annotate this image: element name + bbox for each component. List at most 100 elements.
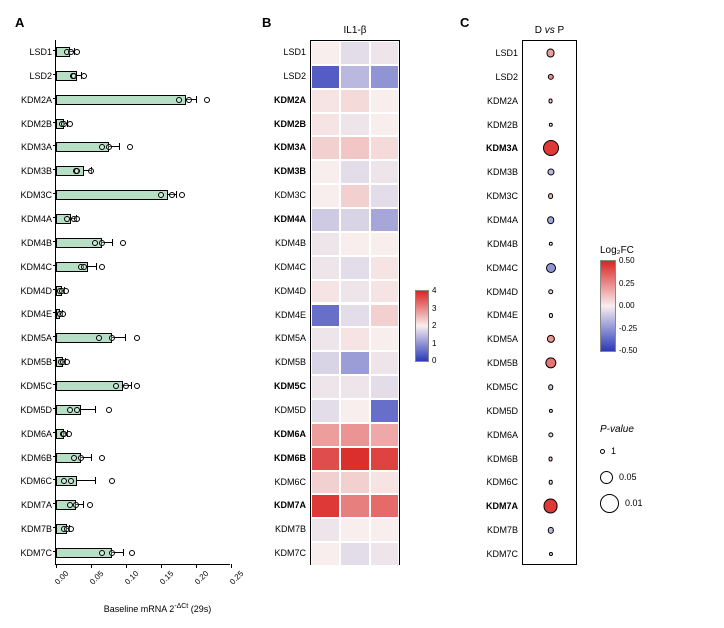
heatmap-row-label: KDM5B bbox=[275, 351, 306, 375]
bar-label: KDM4C bbox=[20, 261, 52, 273]
dotplot-dot bbox=[548, 98, 553, 103]
dotplot-row-label: KDM4A bbox=[487, 214, 518, 226]
bar-label: KDM7A bbox=[21, 499, 52, 511]
heatmap-row-label: KDM4E bbox=[275, 304, 306, 328]
bar-label: KDM5A bbox=[21, 332, 52, 344]
dotplot-dot bbox=[548, 193, 554, 199]
bar-label: KDM3C bbox=[20, 189, 52, 201]
heatmap-row-label: KDM2B bbox=[274, 113, 306, 137]
panel-b-label: B bbox=[262, 15, 271, 30]
pvalue-legend-label: 0.01 bbox=[625, 498, 643, 508]
heatmap-row-label: KDM6A bbox=[274, 423, 306, 447]
dotplot-dot bbox=[547, 169, 554, 176]
dotplot-dot bbox=[548, 480, 553, 485]
dotplot-row-label: KDM5A bbox=[487, 333, 518, 345]
x-tick-label: 0.20 bbox=[193, 569, 210, 586]
dotplot-row-label: KDM4B bbox=[487, 238, 518, 250]
colorbar-tick-label: 2 bbox=[432, 321, 436, 330]
dotplot-dot bbox=[548, 384, 554, 390]
heatmap-row-label: KDM5C bbox=[274, 375, 306, 399]
bar-label: LSD1 bbox=[29, 46, 52, 58]
fc-legend-tick-label: 0.25 bbox=[619, 279, 635, 288]
heatmap-row bbox=[311, 471, 399, 495]
fc-legend-tick-label: -0.25 bbox=[619, 324, 637, 333]
heatmap-row-label: KDM5A bbox=[275, 327, 306, 351]
heatmap-row-label: KDM7B bbox=[275, 518, 306, 542]
heatmap-row bbox=[311, 65, 399, 89]
bar-label: KDM2B bbox=[21, 118, 52, 130]
bar-label: KDM5D bbox=[20, 404, 52, 416]
dotplot-row-label: KDM2A bbox=[487, 95, 518, 107]
dotplot-row-label: KDM2B bbox=[487, 119, 518, 131]
heatmap-row bbox=[311, 447, 399, 471]
dotplot-dot bbox=[547, 527, 553, 533]
heatmap-row bbox=[311, 232, 399, 256]
bar-label: KDM2A bbox=[21, 94, 52, 106]
dotplot-row-label: LSD2 bbox=[495, 71, 518, 83]
heatmap-row bbox=[311, 494, 399, 518]
heatmap-row bbox=[311, 327, 399, 351]
heatmap-row-label: KDM7C bbox=[274, 542, 306, 566]
dotplot-dot bbox=[543, 499, 558, 514]
heatmap-row bbox=[311, 351, 399, 375]
heatmap-row bbox=[311, 41, 399, 65]
heatmap-row-label: KDM4B bbox=[275, 232, 306, 256]
panel-c-fc-legend: Log₂FC 0.500.250.00-0.25-0.50 bbox=[600, 245, 634, 352]
dotplot-row-label: KDM5D bbox=[486, 405, 518, 417]
panel-a-label: A bbox=[15, 15, 24, 30]
dotplot-row-label: KDM6B bbox=[487, 453, 518, 465]
dotplot-dot bbox=[546, 335, 554, 343]
x-tick-label: 0.00 bbox=[53, 569, 70, 586]
panel-a-x-title: Baseline mRNA 2-ΔCt (29s) bbox=[75, 603, 240, 614]
heatmap-row-label: KDM6B bbox=[274, 447, 306, 471]
dotplot-row-label: KDM5C bbox=[486, 381, 518, 393]
fc-legend-title: Log₂FC bbox=[600, 245, 634, 256]
heatmap-row-label: KDM3B bbox=[274, 160, 306, 184]
heatmap-row bbox=[311, 113, 399, 137]
heatmap-row bbox=[311, 304, 399, 328]
bar-label: KDM7C bbox=[20, 547, 52, 559]
panel-c-label: C bbox=[460, 15, 469, 30]
heatmap-row-label: KDM3C bbox=[274, 184, 306, 208]
pvalue-legend-title: P-value bbox=[600, 424, 643, 435]
bar-label: KDM5C bbox=[20, 380, 52, 392]
heatmap-row bbox=[311, 256, 399, 280]
heatmap-row-label: KDM4D bbox=[274, 280, 306, 304]
heatmap-row-label: KDM6C bbox=[274, 471, 306, 495]
bar-label: KDM5B bbox=[21, 356, 52, 368]
heatmap-row bbox=[311, 184, 399, 208]
dotplot-row-label: KDM5B bbox=[487, 357, 518, 369]
dotplot-row-label: KDM6A bbox=[487, 429, 518, 441]
heatmap-row bbox=[311, 375, 399, 399]
heatmap-row bbox=[311, 280, 399, 304]
pvalue-legend-label: 1 bbox=[611, 446, 616, 456]
heatmap-row bbox=[311, 518, 399, 542]
heatmap-row-label: KDM5D bbox=[274, 399, 306, 423]
panel-c-pvalue-legend: P-value 10.050.01 bbox=[600, 424, 643, 513]
x-tick-label: 0.15 bbox=[158, 569, 175, 586]
panel-b-heatmap: IL1-β LSD1LSD2KDM2AKDM2BKDM3AKDM3BKDM3CK… bbox=[310, 40, 400, 565]
panel-c-dotplot: D vs P LSD1LSD2KDM2AKDM2BKDM3AKDM3BKDM3C… bbox=[522, 40, 577, 565]
dotplot-dot bbox=[548, 242, 552, 246]
heatmap-row-label: KDM2A bbox=[274, 89, 306, 113]
fc-legend-tick-label: -0.50 bbox=[619, 346, 637, 355]
heatmap-row bbox=[311, 208, 399, 232]
x-tick-label: 0.25 bbox=[228, 569, 245, 586]
heatmap-row-label: KDM3A bbox=[274, 136, 306, 160]
bar-label: KDM3A bbox=[21, 141, 52, 153]
bar-label: KDM3B bbox=[21, 165, 52, 177]
x-tick-label: 0.05 bbox=[88, 569, 105, 586]
heatmap-row bbox=[311, 542, 399, 566]
dotplot-row-label: KDM7C bbox=[486, 548, 518, 560]
dotplot-dot bbox=[548, 456, 553, 461]
dotplot-dot bbox=[548, 432, 553, 437]
dotplot-dot bbox=[546, 48, 555, 57]
dotplot-row-label: KDM4D bbox=[486, 286, 518, 298]
dotplot-row-label: KDM4E bbox=[487, 309, 518, 321]
dotplot-row-label: KDM3C bbox=[486, 190, 518, 202]
fc-legend-tick-label: 0.50 bbox=[619, 256, 635, 265]
panel-c-title: D vs P bbox=[522, 25, 577, 36]
dotplot-dot bbox=[548, 552, 552, 556]
bar-label: KDM6A bbox=[21, 428, 52, 440]
colorbar-tick-label: 0 bbox=[432, 356, 436, 365]
